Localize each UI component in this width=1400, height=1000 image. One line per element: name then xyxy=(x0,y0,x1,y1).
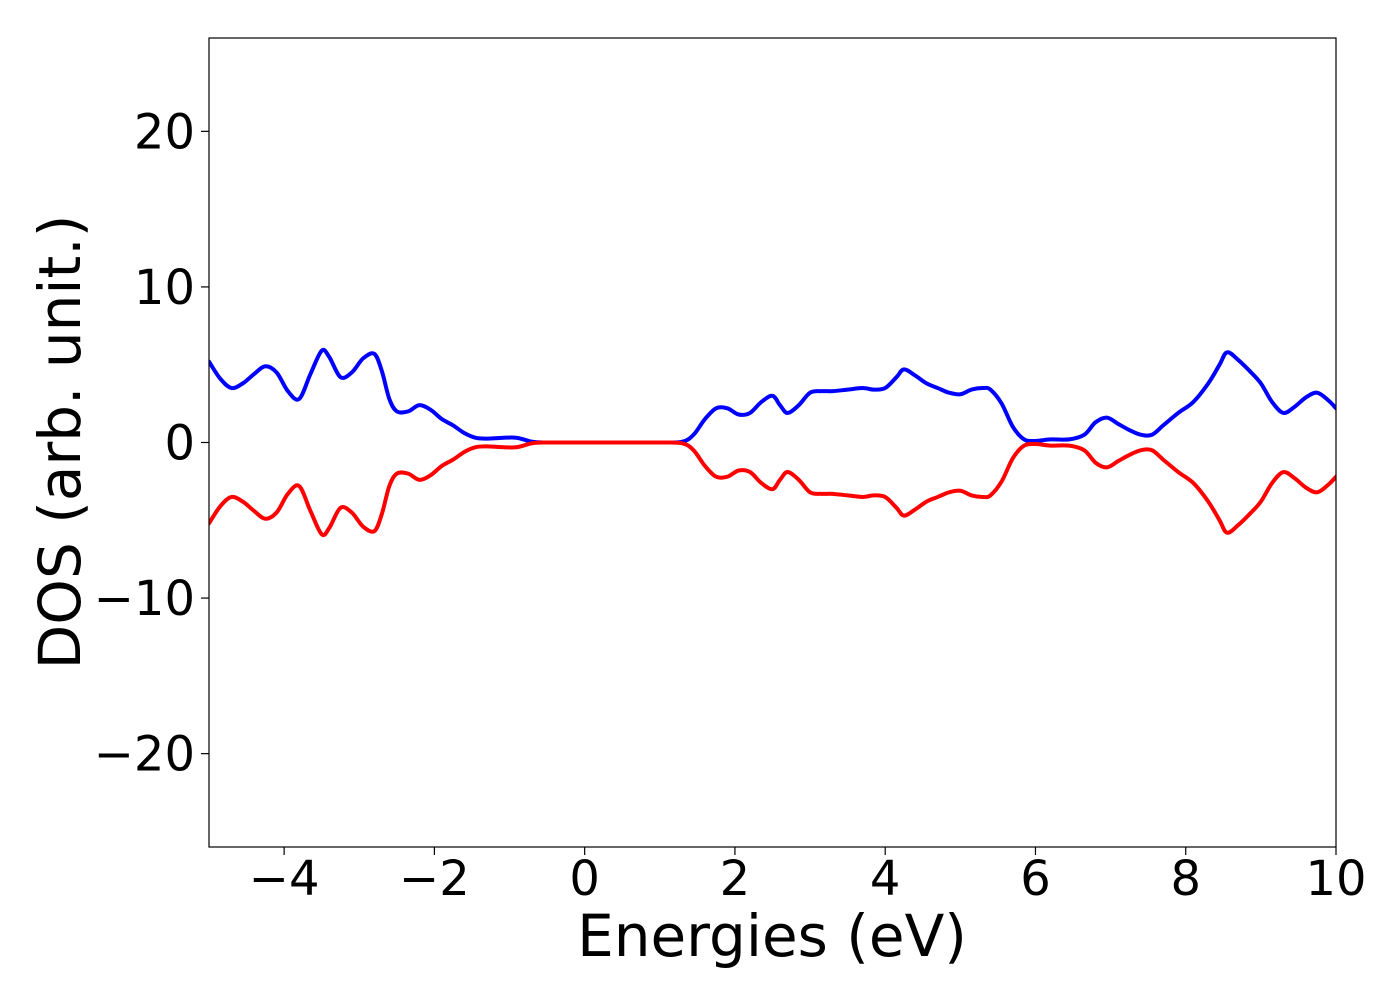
x-axis-label: Energies (eV) xyxy=(577,902,967,970)
x-tick-label: 0 xyxy=(569,851,600,907)
x-tick-label: −2 xyxy=(399,851,470,907)
x-tick-label: 6 xyxy=(1020,851,1051,907)
series-line-2 xyxy=(209,440,1336,538)
y-axis: 20 10 0 −10 −20 xyxy=(94,104,209,783)
series-line-1 xyxy=(209,347,1336,445)
y-tick-label: 20 xyxy=(134,104,195,160)
x-axis: −4 −2 0 2 4 6 8 10 xyxy=(249,847,1367,907)
y-tick-label: 10 xyxy=(134,260,195,316)
x-tick-label: 2 xyxy=(720,851,751,907)
y-axis-label: DOS (arb. unit.) xyxy=(26,215,94,670)
x-tick-label: 4 xyxy=(870,851,901,907)
plot-frame xyxy=(208,37,1337,848)
x-tick-label: −4 xyxy=(249,851,320,907)
y-tick-label: −20 xyxy=(94,727,195,783)
y-tick-label: −10 xyxy=(94,571,195,627)
x-tick-label: 10 xyxy=(1305,851,1366,907)
y-tick-label: 0 xyxy=(164,416,195,472)
x-tick-label: 8 xyxy=(1170,851,1201,907)
series-layer xyxy=(209,347,1336,538)
